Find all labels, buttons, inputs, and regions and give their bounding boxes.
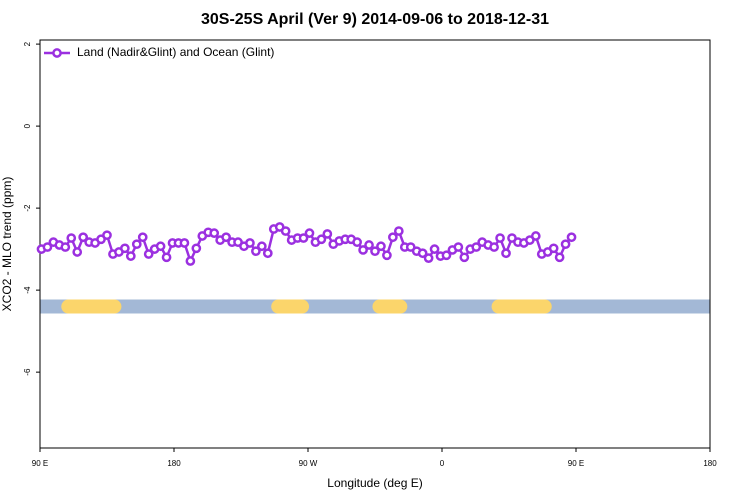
data-point: [280, 226, 291, 236]
data-point: [78, 232, 89, 243]
data-point: [370, 246, 380, 257]
y-tick-label: -2: [23, 204, 32, 212]
data-point: [125, 251, 136, 261]
x-tick-label: 90 W: [299, 459, 318, 468]
data-point: [316, 234, 327, 245]
data-point: [471, 242, 482, 252]
data-point: [459, 252, 470, 263]
y-tick-label: -4: [23, 286, 32, 294]
data-point: [245, 238, 255, 248]
data-point: [298, 233, 309, 243]
data-point: [209, 228, 220, 238]
data-point: [566, 232, 577, 243]
data-point: [548, 243, 559, 254]
y-tick-label: -6: [23, 368, 32, 376]
data-point: [560, 239, 571, 250]
data-point: [554, 252, 565, 263]
data-point: [120, 243, 130, 254]
y-axis-label: XCO2 - MLO trend (ppm): [0, 177, 14, 312]
data-point: [429, 244, 440, 254]
data-point: [453, 242, 464, 252]
data-point: [256, 241, 267, 252]
data-point: [66, 233, 77, 243]
data-point: [185, 256, 196, 266]
data-point: [131, 239, 142, 250]
data-point: [304, 228, 315, 238]
data-point: [262, 248, 273, 259]
data-point: [322, 229, 333, 239]
data-point: [417, 248, 428, 259]
data-point: [501, 248, 511, 259]
data-point: [161, 252, 172, 263]
data-point: [388, 232, 398, 243]
data-point: [191, 243, 202, 254]
data-point: [72, 247, 83, 257]
data-point: [155, 241, 166, 252]
data-point: [352, 237, 362, 248]
data-point: [530, 231, 541, 241]
data-point: [102, 230, 112, 241]
data-point: [179, 238, 190, 248]
data-point: [137, 232, 148, 243]
legend-marker: [52, 48, 62, 58]
data-point: [376, 241, 386, 252]
y-tick-label: 0: [23, 123, 32, 128]
data-point: [423, 253, 434, 263]
data-point: [251, 246, 261, 257]
x-tick-label: 0: [440, 459, 445, 468]
plot-frame: [39, 39, 711, 449]
data-point: [143, 249, 154, 259]
data-point: [358, 245, 368, 255]
data-point: [489, 242, 499, 252]
x-tick-label: 180: [167, 459, 181, 468]
x-tick-label: 180: [703, 459, 717, 468]
data-point: [495, 233, 505, 243]
x-axis-label: Longitude (deg E): [327, 476, 422, 490]
data-point: [221, 232, 231, 243]
data-point: [60, 242, 71, 252]
data-point: [382, 250, 392, 261]
data-point: [393, 226, 404, 236]
data-point: [364, 240, 374, 250]
data-point: [441, 250, 452, 261]
chart-title: 30S-25S April (Ver 9) 2014-09-06 to 2018…: [201, 11, 549, 28]
x-tick-label: 90 E: [32, 459, 48, 468]
y-tick-label: 2: [23, 41, 32, 46]
data-point: [42, 242, 53, 252]
legend-label: Land (Nadir&Glint) and Ocean (Glint): [77, 45, 274, 59]
x-tick-label: 90 E: [568, 459, 584, 468]
